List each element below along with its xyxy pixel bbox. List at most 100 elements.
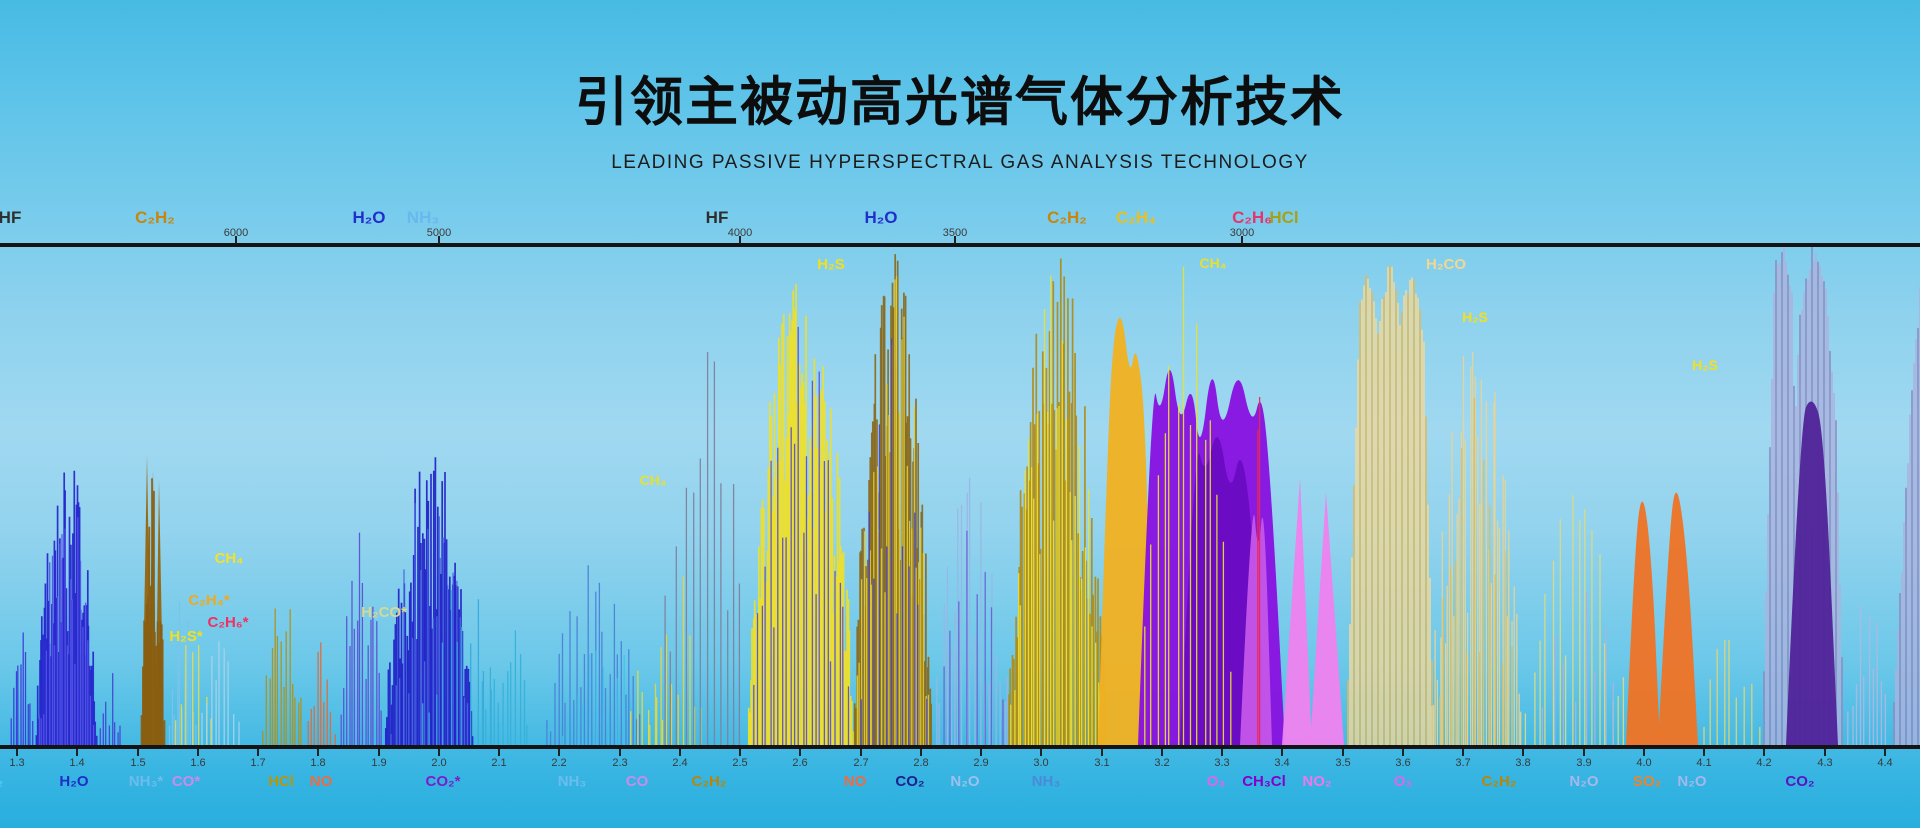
bottom-molecule-label: C₂H₂ (691, 773, 727, 790)
bottom-tick (1101, 749, 1103, 756)
bottom-tick (1884, 749, 1886, 756)
bottom-tick (197, 749, 199, 756)
bottom-molecule-label: C₂H₂ (1481, 773, 1517, 790)
top-molecule-label: H₂O (864, 208, 898, 227)
bottom-tick-label: 3.0 (1033, 757, 1049, 769)
top-molecule-label: HF (0, 208, 22, 227)
bottom-tick-label: 3.9 (1576, 757, 1592, 769)
bottom-molecule-label: NO (309, 773, 333, 790)
bottom-tick-label: 1.3 (9, 757, 25, 769)
top-molecule-label: H₂O (352, 208, 386, 227)
bottom-tick (679, 749, 681, 756)
spectral-annotation: H₂S (1462, 309, 1488, 325)
bottom-tick-label: 3.2 (1154, 757, 1170, 769)
top-tick (739, 236, 741, 244)
bottom-axis-line (0, 745, 1920, 749)
top-molecule-label: C₂H₆ (1232, 208, 1272, 227)
bottom-tick (1462, 749, 1464, 756)
bottom-tick (980, 749, 982, 756)
top-tick-label: 4000 (727, 227, 753, 239)
bottom-tick-label: 3.1 (1094, 757, 1110, 769)
bottom-tick (1281, 749, 1283, 756)
top-molecule-label: C₂H₂ (135, 208, 175, 227)
bottom-molecule-label: N₂O (1569, 773, 1599, 790)
bottom-tick-label: 4.3 (1817, 757, 1833, 769)
bottom-tick-label: 2.8 (913, 757, 929, 769)
top-molecule-label: C₂H₄ (1115, 208, 1157, 227)
bottom-molecule-label: SO₂ (1632, 773, 1662, 790)
bottom-molecule-label: NH₃ (557, 773, 587, 790)
top-molecule-label: C₂H₂ (1047, 208, 1087, 227)
spectral-annotation: H₂S (817, 256, 845, 273)
bottom-tick-label: 1.7 (250, 757, 266, 769)
spectral-annotation: H₂CO* (361, 604, 407, 621)
header: 引领主被动高光谱气体分析技术 LEADING PASSIVE HYPERSPEC… (0, 60, 1920, 174)
bottom-tick-label: 1.4 (69, 757, 85, 769)
top-axis-line (0, 243, 1920, 247)
bottom-tick (1703, 749, 1705, 756)
bottom-tick (317, 749, 319, 756)
bottom-tick-label: 1.9 (371, 757, 387, 769)
bottom-molecule-label: O₂ (0, 773, 3, 790)
bottom-tick-label: 3.7 (1455, 757, 1471, 769)
page-title: 引领主被动高光谱气体分析技术 (575, 73, 1345, 132)
top-tick (1241, 236, 1243, 244)
bottom-tick-label: 2.3 (612, 757, 628, 769)
bottom-tick (16, 749, 18, 756)
bottom-molecule-label: CO (625, 773, 649, 790)
bottom-tick (137, 749, 139, 756)
bottom-tick (498, 749, 500, 756)
bottom-tick (1161, 749, 1163, 756)
bottom-molecule-label: NH₃ (1031, 773, 1061, 790)
bottom-tick (619, 749, 621, 756)
bottom-tick (1643, 749, 1645, 756)
bottom-tick (860, 749, 862, 756)
bottom-molecule-label: O₃ (1393, 773, 1413, 790)
bottom-tick-label: 4.2 (1756, 757, 1772, 769)
bottom-molecule-label: CO₂ (1785, 773, 1815, 790)
bottom-tick-label: 2.9 (973, 757, 989, 769)
bottom-molecule-label: CO₂* (425, 773, 461, 790)
spectral-annotation: C₂H₄* (188, 592, 230, 609)
bottom-tick-label: 4.1 (1696, 757, 1712, 769)
bottom-tick (1040, 749, 1042, 756)
spectral-band (1240, 514, 1272, 745)
bottom-molecule-label: N₂O (1677, 773, 1707, 790)
spectral-annotation: H₂S (1692, 357, 1718, 373)
bottom-tick (1402, 749, 1404, 756)
top-tick-label: 3000 (1229, 227, 1255, 239)
spectral-band (1626, 501, 1660, 745)
bottom-molecule-label: CO₂ (895, 773, 925, 790)
bottom-molecule-label: O₃ (1206, 773, 1226, 790)
bottom-tick (1522, 749, 1524, 756)
bottom-tick-label: 1.8 (310, 757, 326, 769)
bottom-molecule-label: NO (843, 773, 867, 790)
spectral-annotation: CH₄ (639, 472, 667, 488)
top-molecule-label: NH₃ (406, 208, 440, 227)
bottom-molecule-label: NH₃* (128, 773, 164, 790)
bottom-tick-label: 2.1 (491, 757, 507, 769)
bottom-tick-label: 4.0 (1636, 757, 1652, 769)
bottom-tick-label: 2.7 (853, 757, 869, 769)
bottom-tick-label: 2.2 (551, 757, 567, 769)
bottom-tick (799, 749, 801, 756)
spectral-annotation: CH₄ (1199, 255, 1227, 271)
bottom-tick-label: 1.5 (130, 757, 146, 769)
bottom-tick (257, 749, 259, 756)
bottom-tick-label: 1.6 (190, 757, 206, 769)
top-tick (235, 236, 237, 244)
bottom-tick (558, 749, 560, 756)
spectral-band (1786, 401, 1838, 745)
bottom-tick-label: 2.0 (431, 757, 447, 769)
bottom-tick-label: 3.4 (1274, 757, 1290, 769)
spectral-annotation: H₂CO (1426, 256, 1466, 273)
bottom-molecule-label: H₂O (59, 773, 89, 790)
bottom-tick (76, 749, 78, 756)
bottom-molecule-label: CO* (171, 773, 201, 790)
bottom-tick (920, 749, 922, 756)
bottom-tick (1824, 749, 1826, 756)
bottom-tick-label: 3.3 (1214, 757, 1230, 769)
bottom-tick-label: 2.4 (672, 757, 688, 769)
